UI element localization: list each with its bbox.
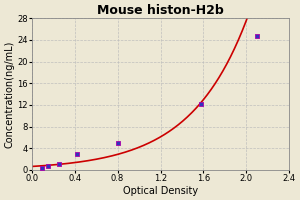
Point (115, 141, 120, 144)
Point (74, 152, 79, 155)
Point (199, 102, 204, 105)
Point (40, 167, 45, 170)
Point (56, 163, 61, 166)
Point (255, 34, 260, 37)
Y-axis label: Concentration(ng/mL): Concentration(ng/mL) (4, 40, 14, 148)
Title: Mouse histon-H2b: Mouse histon-H2b (97, 4, 224, 17)
Point (45, 164, 50, 167)
X-axis label: Optical Density: Optical Density (123, 186, 198, 196)
